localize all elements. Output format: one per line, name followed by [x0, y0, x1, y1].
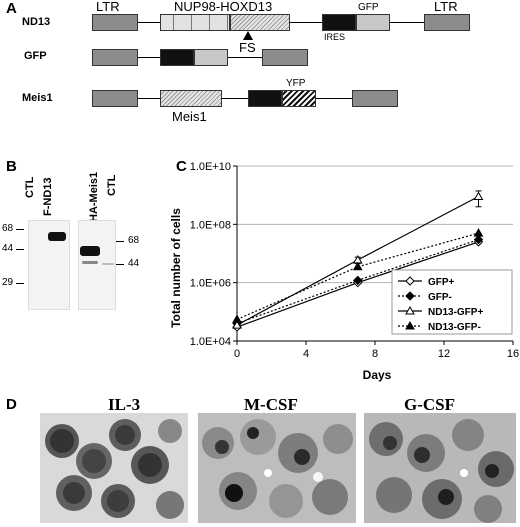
- marker-right-44: 44: [128, 258, 140, 269]
- nd13-ltr-left: [92, 14, 138, 31]
- chart-ytick-label: 1.0E+10: [190, 161, 231, 173]
- micrograph-gcsf: [364, 413, 516, 523]
- nup98-hoxd13-label: NUP98-HOXD13: [174, 0, 273, 14]
- micro-title-gcsf: G-CSF: [404, 395, 455, 414]
- blot-band-ctl-faint: [102, 263, 114, 265]
- nd13-hoxd13-segment: [230, 14, 290, 31]
- chart-legend-marker: [405, 320, 415, 330]
- nd13-nup98-segment: [160, 14, 230, 31]
- chart-xtick-label: 16: [507, 348, 519, 360]
- meis1-yfp-box: [282, 90, 316, 107]
- growth-chart: Total number of cells Days 1.0E+04 1.0E+0…: [169, 161, 519, 382]
- chart-xtick-label: 12: [438, 348, 450, 360]
- marker-left-29-tick: [16, 283, 24, 284]
- meis1-gene-label: Meis1: [172, 109, 207, 124]
- chart-xtick-label: 0: [234, 348, 240, 360]
- lane-label-ha-meis1: HA-Meis1: [88, 171, 100, 222]
- blot-right: [78, 220, 116, 310]
- meis1-ltr-left: [92, 90, 138, 107]
- blot-band-meis1-faint: [82, 261, 98, 264]
- chart-point: [473, 234, 484, 245]
- nd13-ires-box: [322, 14, 356, 31]
- marker-right-68: 68: [128, 235, 140, 246]
- chart-point: [352, 261, 363, 271]
- marker-left-44: 44: [2, 243, 14, 254]
- chart-xtick-label: 4: [303, 348, 309, 360]
- chart-point: [473, 191, 484, 201]
- chart-ytick-label: 1.0E+08: [190, 219, 231, 231]
- chart-legend-label: GFP-: [428, 292, 452, 303]
- chart-xtick-label: 8: [372, 348, 378, 360]
- fs-arrow-icon: [243, 31, 253, 40]
- micro-title-mcsf: M-CSF: [244, 395, 298, 414]
- nd13-ltr-right: [424, 14, 470, 31]
- chart-point: [232, 314, 242, 323]
- blot-band-meis1: [80, 246, 100, 256]
- chart-legend-marker: [405, 291, 415, 301]
- chart-point: [353, 275, 363, 286]
- ires-label: IRES: [324, 32, 346, 42]
- panel-b-letter: B: [6, 158, 17, 175]
- panel-d-letter: D: [6, 396, 17, 413]
- chart-legend-label: GFP+: [428, 277, 455, 288]
- marker-left-44-tick: [16, 249, 24, 250]
- gfp-label: GFP: [358, 2, 379, 13]
- lane-label-ctl-2: CTL: [106, 174, 118, 196]
- chart-legend-marker: [405, 305, 415, 315]
- marker-left-68: 68: [2, 223, 14, 234]
- marker-right-68-tick: [116, 241, 124, 242]
- gfp-gfp-box: [194, 49, 228, 66]
- blot-band-fnd13: [48, 232, 66, 241]
- meis1-gene-box: [160, 90, 222, 107]
- micrograph-mcsf: [198, 413, 356, 523]
- meis1-ltr-right: [352, 90, 398, 107]
- yfp-label: YFP: [286, 78, 306, 89]
- panel-c-letter: C: [176, 158, 187, 175]
- chart-legend-label: ND13-GFP-: [428, 322, 481, 333]
- lane-label-ctl-1: CTL: [24, 176, 36, 198]
- chart-point: [473, 228, 484, 237]
- row-label-nd13: ND13: [22, 16, 51, 28]
- fs-label: FS: [239, 40, 256, 55]
- marker-right-44-tick: [116, 264, 124, 265]
- chart-ytick-label: 1.0E+06: [190, 278, 231, 290]
- ltr-right-label: LTR: [434, 0, 458, 14]
- panel-a-letter: A: [6, 0, 17, 17]
- chart-ylabel: Total number of cells: [169, 208, 183, 328]
- nd13-gfp-box: [356, 14, 390, 31]
- gfp-ltr-right: [262, 49, 308, 66]
- chart-point: [232, 320, 242, 329]
- chart-ytick-label: 1.0E+04: [190, 336, 231, 348]
- chart-xlabel: Days: [363, 368, 392, 382]
- micrograph-il3: [40, 413, 188, 523]
- chart-legend-label: ND13-GFP+: [428, 307, 483, 318]
- marker-left-29: 29: [2, 277, 14, 288]
- micro-title-il3: IL-3: [108, 395, 141, 414]
- lane-label-f-nd13: F-ND13: [42, 177, 54, 216]
- row-label-gfp: GFP: [24, 50, 47, 62]
- gfp-ires-box: [160, 49, 194, 66]
- marker-left-68-tick: [16, 229, 24, 230]
- chart-legend-marker: [405, 276, 415, 286]
- ltr-left-label: LTR: [96, 0, 120, 14]
- row-label-meis1: Meis1: [22, 92, 53, 104]
- gfp-ltr-left: [92, 49, 138, 66]
- meis1-ires-box: [248, 90, 282, 107]
